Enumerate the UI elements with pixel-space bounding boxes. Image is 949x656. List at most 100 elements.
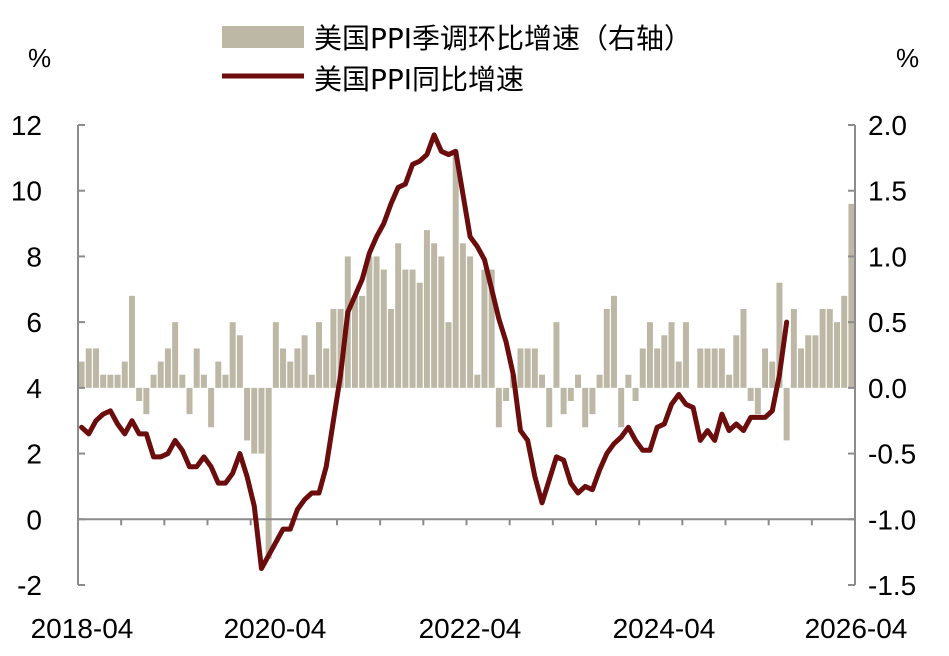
bar [445,322,452,388]
right-tick-label: 1.5 [868,176,907,207]
bar [258,387,265,454]
bar [488,269,495,388]
bar [150,374,157,388]
left-tick-label: 0 [26,504,42,535]
x-tick-label: 2020-04 [224,613,327,644]
bar [157,361,164,388]
bar [790,309,797,388]
bar [85,348,92,388]
bar [100,374,107,388]
x-tick-label: 2022-04 [419,613,522,644]
bar [848,203,855,388]
legend-swatch-bar [222,26,304,48]
bar [654,348,661,388]
bar [618,387,625,428]
bar [186,387,193,415]
bar [812,335,819,388]
bar [582,387,589,428]
bar [423,230,430,388]
bar [539,374,546,388]
bar [236,335,243,388]
bar [128,295,135,388]
x-tick-label: 2026-04 [805,613,908,644]
left-tick-label: -2 [17,570,42,601]
bar [402,269,409,388]
bar [834,322,841,388]
bar [409,269,416,388]
bar [754,387,761,415]
bar [172,322,179,388]
bar [323,348,330,388]
bar [546,387,553,428]
bar [467,256,474,388]
bar [596,374,603,388]
bar [531,348,538,388]
bar [560,387,567,415]
right-tick-label: 2.0 [868,110,907,141]
bar [589,387,596,415]
left-tick-label: 12 [11,110,42,141]
x-tick-label: 2024-04 [613,613,716,644]
bar [776,282,783,388]
bar [747,387,754,401]
bar [625,374,632,388]
bar [229,322,236,388]
bar [395,243,402,388]
bar [244,387,251,441]
bar [459,243,466,388]
bar [265,387,272,559]
bar [675,361,682,388]
bar [567,387,574,401]
bar [826,309,833,388]
bar [819,309,826,388]
bar [452,151,459,388]
right-tick-label: 0.0 [868,373,907,404]
bar [179,374,186,388]
bar [704,348,711,388]
bar [431,243,438,388]
bar [697,348,704,388]
bar [639,348,646,388]
bar [366,256,373,388]
bar [287,361,294,388]
legend-label-line: 美国PPI同比增速 [314,63,524,96]
bar [92,348,99,388]
bar [553,322,560,388]
bar [524,348,531,388]
bar [136,387,143,401]
bar [646,322,653,388]
bar [107,374,114,388]
bar [733,335,740,388]
bar [798,348,805,388]
bar [251,387,258,454]
bar [740,309,747,388]
bar [661,335,668,388]
bar [841,295,848,388]
bar [668,322,675,388]
bar [711,348,718,388]
right-tick-label: -1.5 [868,570,916,601]
bar [380,269,387,388]
right-tick-label: -1.0 [868,504,916,535]
x-tick-label: 2018-04 [31,613,134,644]
bar [726,374,733,388]
right-tick-label: 1.0 [868,241,907,272]
left-tick-label: 8 [26,241,42,272]
bar [208,387,215,428]
left-tick-label: 10 [11,176,42,207]
legend: 美国PPI季调环比增速（右轴） 美国PPI同比增速 [222,22,692,96]
bar [438,256,445,388]
ppi-yoy-line [79,132,790,572]
bar [503,387,510,401]
bar [495,387,502,428]
bar [762,348,769,388]
bar [337,309,344,388]
bar [603,309,610,388]
bar [280,348,287,388]
right-axis-unit: % [896,43,919,73]
bar [222,374,229,388]
left-tick-label: 6 [26,307,42,338]
bar [373,256,380,388]
bar [416,282,423,388]
bar [359,295,366,388]
